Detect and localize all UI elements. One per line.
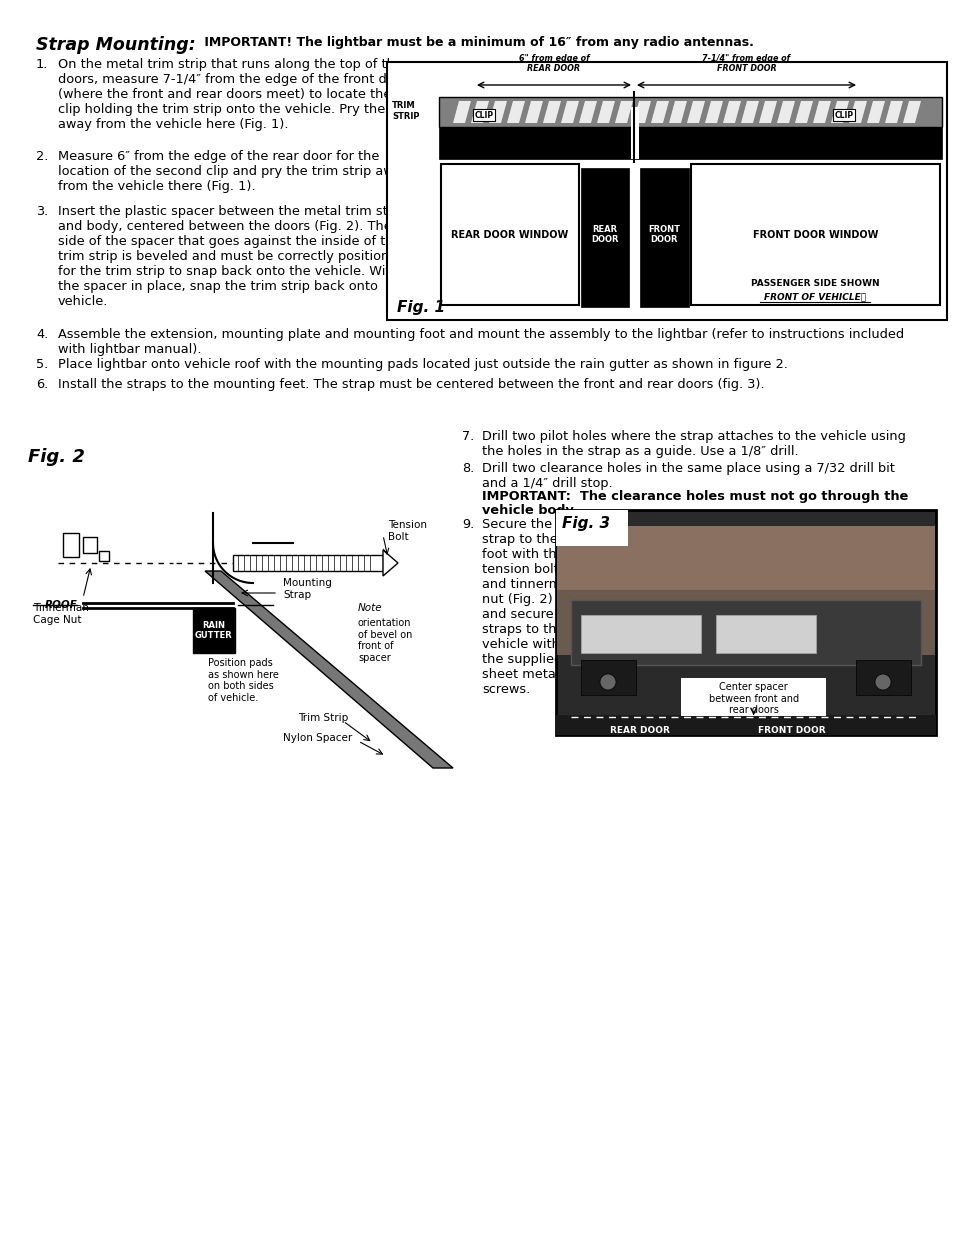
Polygon shape <box>506 101 524 124</box>
Text: Insert the plastic spacer between the metal trim strip
and body, centered betwee: Insert the plastic spacer between the me… <box>58 205 405 308</box>
Polygon shape <box>560 101 578 124</box>
Bar <box>83 537 97 553</box>
Text: FRONT DOOR: FRONT DOOR <box>757 725 824 735</box>
Text: vehicle body.: vehicle body. <box>481 504 578 517</box>
Bar <box>580 168 628 308</box>
Text: Drill two clearance holes in the same place using a 7/32 drill bit
and a 1/4″ dr: Drill two clearance holes in the same pl… <box>481 462 894 490</box>
Text: Center spacer
between front and
rear doors: Center spacer between front and rear doo… <box>708 682 798 715</box>
Text: Nylon Spacer: Nylon Spacer <box>283 734 352 743</box>
Bar <box>630 107 639 159</box>
Polygon shape <box>848 101 866 124</box>
Polygon shape <box>686 101 704 124</box>
Polygon shape <box>759 101 776 124</box>
Bar <box>193 608 234 653</box>
Polygon shape <box>650 101 668 124</box>
Text: IMPORTANT! The lightbar must be a minimum of 16″ from any radio antennas.: IMPORTANT! The lightbar must be a minimu… <box>200 36 753 49</box>
Bar <box>63 534 79 557</box>
Text: RAIN
GUTTER: RAIN GUTTER <box>195 621 233 640</box>
Text: 6" from edge of
REAR DOOR: 6" from edge of REAR DOOR <box>518 53 589 73</box>
Polygon shape <box>633 101 650 124</box>
Text: Place lightbar onto vehicle roof with the mounting pads located just outside the: Place lightbar onto vehicle roof with th… <box>58 358 787 370</box>
Text: ROOF: ROOF <box>45 600 78 610</box>
Polygon shape <box>615 101 633 124</box>
Text: On the metal trim strip that runs along the top of the
doors, measure 7-1/4″ fro: On the metal trim strip that runs along … <box>58 58 417 131</box>
Text: CLIP: CLIP <box>834 110 853 120</box>
Text: 3.: 3. <box>36 205 49 219</box>
Text: 6.: 6. <box>36 378 49 391</box>
Text: Install the straps to the mounting feet. The strap must be centered between the : Install the straps to the mounting feet.… <box>58 378 763 391</box>
Text: orientation
of bevel on
front of
spacer: orientation of bevel on front of spacer <box>357 618 412 663</box>
Bar <box>716 615 815 652</box>
Text: Position pads
as shown here
on both sides
of vehicle.: Position pads as shown here on both side… <box>208 658 278 703</box>
Polygon shape <box>902 101 920 124</box>
Text: Tension
Bolt: Tension Bolt <box>388 520 427 542</box>
Text: Strap Mounting:: Strap Mounting: <box>36 36 195 54</box>
Text: TRIM
STRIP: TRIM STRIP <box>392 101 419 121</box>
Bar <box>580 615 700 652</box>
Polygon shape <box>830 101 848 124</box>
Text: IMPORTANT:  The clearance holes must not go through the: IMPORTANT: The clearance holes must not … <box>481 490 907 503</box>
Text: REAR
DOOR: REAR DOOR <box>591 225 618 245</box>
Text: 7-1/4" from edge of
FRONT DOOR: 7-1/4" from edge of FRONT DOOR <box>701 53 790 73</box>
Polygon shape <box>542 101 560 124</box>
Polygon shape <box>489 101 506 124</box>
Text: Trim Strip: Trim Strip <box>297 713 348 722</box>
Polygon shape <box>471 101 489 124</box>
Text: Secure the
strap to the
foot with the
tension bolt
and tinnerman
nut (Fig. 2)
an: Secure the strap to the foot with the te… <box>481 517 578 697</box>
Bar <box>233 555 382 571</box>
Text: 2.: 2. <box>36 149 49 163</box>
Bar <box>571 600 920 664</box>
Polygon shape <box>524 101 542 124</box>
Polygon shape <box>740 101 759 124</box>
Bar <box>557 526 934 590</box>
Bar <box>580 659 636 695</box>
Text: CLIP: CLIP <box>474 110 493 120</box>
Circle shape <box>599 674 616 690</box>
Polygon shape <box>776 101 794 124</box>
Text: 8.: 8. <box>461 462 474 475</box>
Bar <box>440 164 578 305</box>
Bar <box>556 510 627 546</box>
Text: Tinnerman
Cage Nut: Tinnerman Cage Nut <box>33 603 89 625</box>
Polygon shape <box>722 101 740 124</box>
Text: Measure 6″ from the edge of the rear door for the
location of the second clip an: Measure 6″ from the edge of the rear doo… <box>58 149 409 193</box>
Text: PASSENGER SIDE SHOWN: PASSENGER SIDE SHOWN <box>750 279 879 288</box>
Text: 5.: 5. <box>36 358 49 370</box>
Text: Fig. 3: Fig. 3 <box>561 516 610 531</box>
Polygon shape <box>597 101 615 124</box>
Text: Mounting
Strap: Mounting Strap <box>283 578 332 600</box>
Text: Drill two pilot holes where the strap attaches to the vehicle using
the holes in: Drill two pilot holes where the strap at… <box>481 430 905 458</box>
Text: 1.: 1. <box>36 58 49 70</box>
Text: FRONT DOOR WINDOW: FRONT DOOR WINDOW <box>752 230 878 240</box>
Text: 4.: 4. <box>36 329 49 341</box>
Bar <box>690 164 939 305</box>
Polygon shape <box>884 101 902 124</box>
Text: FRONT
DOOR: FRONT DOOR <box>648 225 679 245</box>
Polygon shape <box>668 101 686 124</box>
Text: Fig. 2: Fig. 2 <box>28 448 85 466</box>
Text: REAR DOOR WINDOW: REAR DOOR WINDOW <box>451 230 568 240</box>
Text: Fig. 1: Fig. 1 <box>396 300 445 315</box>
Bar <box>387 62 946 320</box>
Polygon shape <box>205 571 453 768</box>
Polygon shape <box>382 550 397 576</box>
Bar <box>556 715 935 735</box>
Polygon shape <box>453 101 471 124</box>
Polygon shape <box>866 101 884 124</box>
Text: 9.: 9. <box>461 517 474 531</box>
Bar <box>556 510 935 735</box>
Text: FRONT OF VEHICLE〉: FRONT OF VEHICLE〉 <box>763 293 865 301</box>
Bar <box>557 545 934 655</box>
Text: 7.: 7. <box>461 430 474 443</box>
Text: Note: Note <box>357 603 382 613</box>
Bar <box>438 127 941 159</box>
Circle shape <box>874 674 890 690</box>
Polygon shape <box>812 101 830 124</box>
Polygon shape <box>704 101 722 124</box>
Bar <box>855 659 910 695</box>
Bar <box>639 168 688 308</box>
Text: Assemble the extension, mounting plate and mounting foot and mount the assembly : Assemble the extension, mounting plate a… <box>58 329 903 356</box>
Bar <box>680 678 825 716</box>
Bar <box>438 98 941 127</box>
Bar <box>99 551 109 561</box>
